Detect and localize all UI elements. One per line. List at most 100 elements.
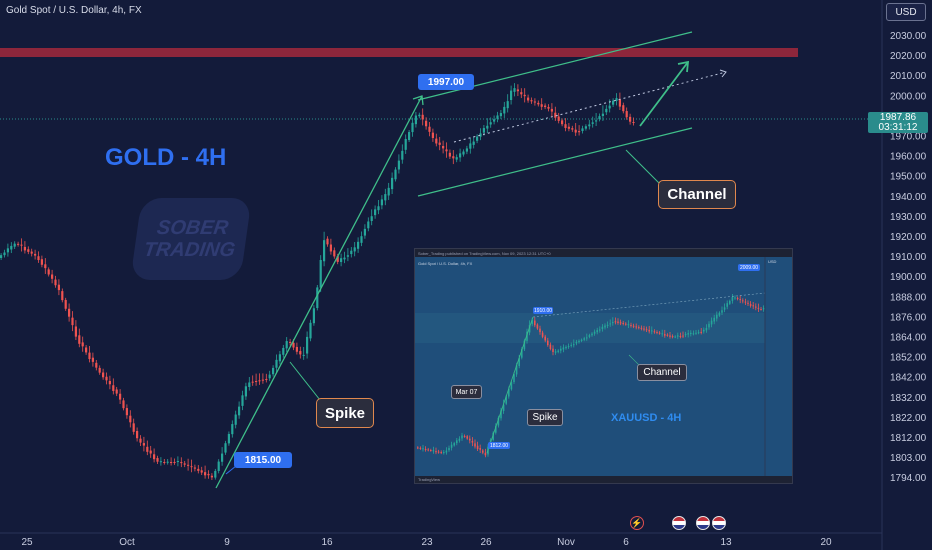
candle-body — [115, 389, 118, 394]
candle-body — [129, 415, 132, 423]
high-price-tag: 1997.00 — [418, 74, 474, 90]
candle-body — [370, 216, 373, 221]
candle-body — [580, 339, 583, 341]
inset-title: XAUUSD - 4H — [611, 412, 682, 424]
candle-body — [669, 335, 671, 337]
y-tick-label: 1900.00 — [890, 272, 927, 283]
candle-body — [560, 348, 562, 351]
candle-body — [500, 410, 502, 419]
candle-body — [482, 450, 484, 453]
candle-body — [51, 274, 54, 279]
candle-body — [343, 257, 346, 260]
us-flag-icon[interactable] — [672, 516, 686, 530]
inset-chart-screenshot: Sober_Trading published on TradingView.c… — [414, 248, 793, 484]
candle-body — [367, 221, 370, 229]
x-tick-label: Oct — [119, 537, 135, 548]
candle-body — [503, 106, 506, 114]
candle-body — [540, 104, 543, 107]
candle-body — [570, 344, 572, 346]
y-tick-label: 1940.00 — [890, 192, 927, 203]
candle-body — [567, 126, 570, 129]
inset-channel-callout: Channel — [637, 364, 687, 381]
candle-body — [575, 341, 578, 344]
candle-body — [268, 374, 271, 379]
candle-body — [557, 350, 559, 352]
current-price-value: 1987.86 — [879, 111, 917, 123]
candle-body — [539, 328, 541, 333]
candle-body — [700, 331, 702, 333]
inset-currency: USD — [768, 259, 777, 264]
spike-callout: Spike — [316, 398, 374, 428]
candle-body — [695, 332, 697, 334]
candle-body — [166, 461, 169, 463]
candle-body — [10, 245, 13, 250]
projection-line — [639, 61, 689, 127]
candle-body — [635, 326, 637, 328]
candle-body — [424, 448, 427, 450]
currency-button[interactable]: USD — [886, 3, 926, 21]
candle-body — [515, 365, 518, 375]
candle-body — [176, 460, 179, 462]
candle-body — [363, 228, 366, 236]
candle-body — [469, 438, 471, 441]
candle-body — [142, 443, 145, 446]
candle-body — [617, 321, 619, 323]
candle-body — [645, 329, 648, 331]
candle-body — [578, 131, 581, 133]
candle-body — [44, 264, 47, 269]
candle-body — [612, 322, 614, 324]
candle-body — [88, 352, 91, 360]
time-axis[interactable]: 25 Oct 9 16 23 26 Nov 6 13 20 — [0, 532, 882, 548]
candle-body — [619, 322, 622, 324]
candle-body — [506, 101, 509, 109]
us-flag-icon[interactable] — [696, 516, 710, 530]
candle-body — [533, 101, 536, 103]
candle-body — [671, 336, 674, 338]
price-axis[interactable]: 2030.002020.002010.002000.001990.001970.… — [881, 0, 927, 550]
candle-body — [34, 253, 37, 256]
bolt-icon[interactable]: ⚡ — [630, 516, 644, 530]
candle-body — [586, 337, 588, 339]
candle-body — [605, 108, 608, 113]
low-price-tag: 1815.00 — [234, 452, 292, 468]
candle-body — [499, 113, 502, 117]
candle-body — [726, 303, 728, 307]
candle-body — [122, 400, 125, 409]
current-price-label: 1987.86 03:31:12 — [868, 112, 928, 133]
us-flag-icon[interactable] — [712, 516, 726, 530]
candle-body — [384, 194, 387, 201]
candle-body — [516, 89, 519, 92]
candle-body — [428, 126, 431, 132]
candle-body — [536, 324, 539, 329]
candle-body — [289, 341, 292, 343]
candle-body — [482, 128, 485, 133]
inset-spike-line — [486, 316, 534, 454]
candle-body — [697, 332, 700, 334]
symbol-title: Gold Spot / U.S. Dollar, 4h, FX — [6, 5, 142, 16]
candle-body — [432, 450, 435, 452]
candle-body — [736, 297, 739, 300]
candle-body — [513, 88, 516, 92]
candle-body — [139, 438, 142, 443]
x-tick-label: 6 — [623, 537, 629, 548]
inset-candles — [417, 294, 765, 458]
candle-body — [163, 462, 166, 463]
candle-body — [431, 132, 434, 138]
candle-body — [377, 206, 380, 211]
candle-body — [508, 388, 510, 397]
candle-body — [518, 358, 520, 367]
candle-body — [261, 379, 264, 381]
candle-body — [502, 404, 505, 411]
candle-body — [95, 362, 98, 368]
candle-body — [643, 328, 645, 330]
candle-body — [312, 308, 315, 324]
y-tick-label: 1842.00 — [890, 373, 927, 384]
candle-body — [632, 122, 635, 123]
candle-body — [108, 381, 111, 385]
candle-body — [125, 408, 128, 416]
channel-lower-line — [417, 127, 693, 197]
candle-body — [601, 113, 604, 116]
candle-body — [625, 111, 628, 118]
candle-body — [762, 308, 765, 310]
candle-body — [132, 423, 135, 432]
